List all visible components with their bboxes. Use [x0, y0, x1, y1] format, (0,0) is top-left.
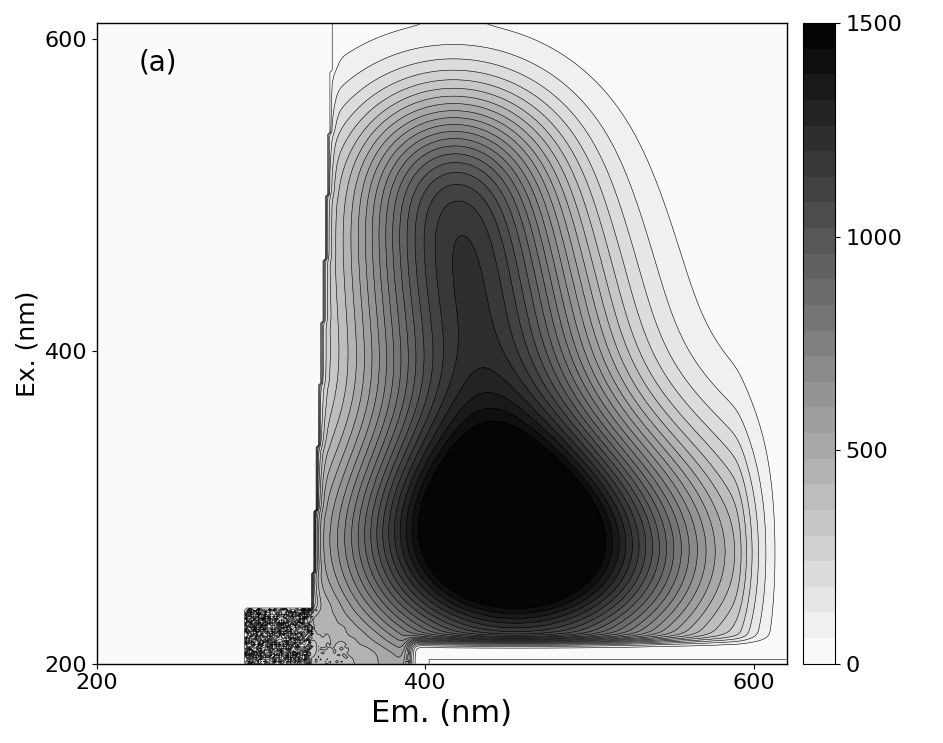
- Y-axis label: Ex. (nm): Ex. (nm): [15, 291, 39, 397]
- Text: (a): (a): [139, 48, 176, 77]
- X-axis label: Em. (nm): Em. (nm): [372, 699, 512, 728]
